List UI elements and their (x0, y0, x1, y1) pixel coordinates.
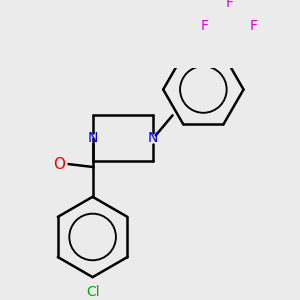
Text: F: F (225, 0, 233, 10)
Text: N: N (87, 131, 98, 145)
Text: F: F (250, 19, 258, 33)
Text: N: N (148, 131, 158, 145)
Text: F: F (200, 19, 208, 33)
Text: O: O (53, 157, 65, 172)
Text: Cl: Cl (86, 285, 99, 298)
